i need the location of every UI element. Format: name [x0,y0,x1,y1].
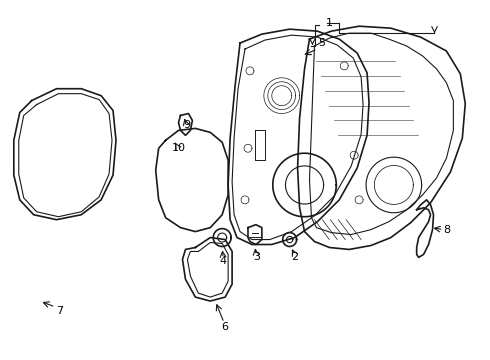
Text: 2: 2 [291,252,298,262]
Text: 7: 7 [56,306,63,316]
Text: 4: 4 [220,256,227,266]
Text: 3: 3 [253,252,260,262]
Text: 6: 6 [221,322,229,332]
Text: 1: 1 [326,18,333,28]
Text: 9: 9 [183,121,190,130]
Text: 5: 5 [318,38,325,48]
Text: 10: 10 [172,143,186,153]
Text: 8: 8 [443,225,450,235]
